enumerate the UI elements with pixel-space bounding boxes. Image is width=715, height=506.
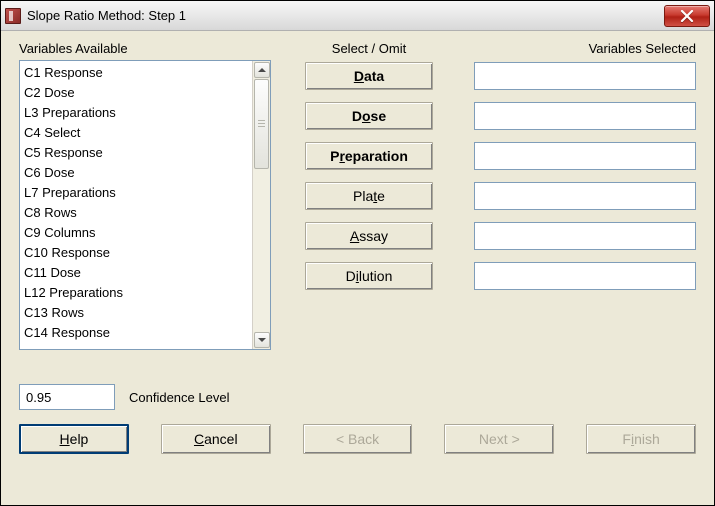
scroll-thumb[interactable] <box>254 79 269 169</box>
plate-button[interactable]: Plate <box>305 182 433 210</box>
list-item[interactable]: C14 Response <box>24 323 248 343</box>
list-item[interactable]: C6 Dose <box>24 163 248 183</box>
selected-field[interactable] <box>474 102 696 130</box>
assay-button[interactable]: Assay <box>305 222 433 250</box>
confidence-row: Confidence Level <box>19 384 696 410</box>
chevron-down-icon <box>258 337 266 343</box>
dialog-window: Slope Ratio Method: Step 1 Variables Ava… <box>0 0 715 506</box>
scroll-down-button[interactable] <box>254 332 270 348</box>
close-icon <box>680 10 694 22</box>
titlebar: Slope Ratio Method: Step 1 <box>1 1 714 31</box>
dose-button[interactable]: Dose <box>305 102 433 130</box>
window-title: Slope Ratio Method: Step 1 <box>27 8 664 23</box>
chevron-up-icon <box>258 67 266 73</box>
list-item[interactable]: C5 Response <box>24 143 248 163</box>
next-button[interactable]: Next > <box>444 424 554 454</box>
variables-available-listbox[interactable]: C1 ResponseC2 DoseL3 PreparationsC4 Sele… <box>19 60 271 350</box>
scroll-track[interactable] <box>253 79 270 331</box>
list-item[interactable]: C1 Response <box>24 63 248 83</box>
list-item[interactable]: C11 Dose <box>24 263 248 283</box>
scroll-up-button[interactable] <box>254 62 270 78</box>
variables-available-label: Variables Available <box>19 41 271 56</box>
list-item[interactable]: C8 Rows <box>24 203 248 223</box>
selected-field[interactable] <box>474 142 696 170</box>
help-button[interactable]: Help <box>19 424 129 454</box>
select-omit-buttons: Data Dose Preparation Plate Assay Dilution <box>305 62 433 290</box>
selected-field[interactable] <box>474 222 696 250</box>
close-button[interactable] <box>664 5 710 27</box>
list-item[interactable]: L12 Preparations <box>24 283 248 303</box>
selected-field[interactable] <box>474 182 696 210</box>
footer-buttons: Help Cancel < Back Next > Finish <box>19 424 696 454</box>
list-item[interactable]: C9 Columns <box>24 223 248 243</box>
listbox-scrollbar[interactable] <box>252 61 270 349</box>
selected-fields-group <box>474 62 696 290</box>
confidence-input[interactable] <box>19 384 115 410</box>
dialog-content: Variables Available C1 ResponseC2 DoseL3… <box>1 31 714 505</box>
variables-selected-label: Variables Selected <box>467 41 696 56</box>
data-button[interactable]: Data <box>305 62 433 90</box>
list-item[interactable]: C2 Dose <box>24 83 248 103</box>
preparation-button[interactable]: Preparation <box>305 142 433 170</box>
confidence-label: Confidence Level <box>129 390 229 405</box>
cancel-button[interactable]: Cancel <box>161 424 271 454</box>
back-button[interactable]: < Back <box>303 424 413 454</box>
selected-field[interactable] <box>474 62 696 90</box>
list-item[interactable]: C4 Select <box>24 123 248 143</box>
listbox-viewport: C1 ResponseC2 DoseL3 PreparationsC4 Sele… <box>20 61 252 349</box>
selected-field[interactable] <box>474 262 696 290</box>
list-item[interactable]: C13 Rows <box>24 303 248 323</box>
list-item[interactable]: L7 Preparations <box>24 183 248 203</box>
dilution-button[interactable]: Dilution <box>305 262 433 290</box>
app-icon <box>5 8 21 24</box>
list-item[interactable]: C10 Response <box>24 243 248 263</box>
finish-button[interactable]: Finish <box>586 424 696 454</box>
select-omit-label: Select / Omit <box>289 41 449 56</box>
list-item[interactable]: L3 Preparations <box>24 103 248 123</box>
